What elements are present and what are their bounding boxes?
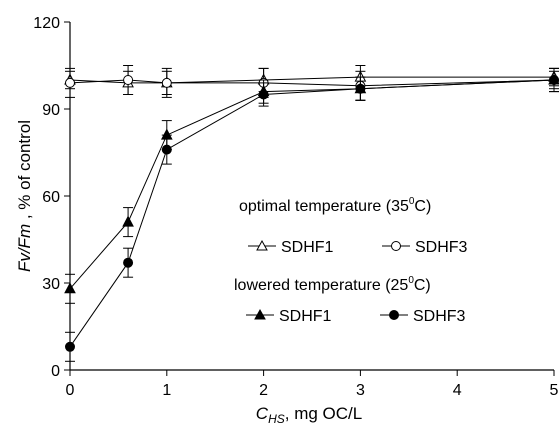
x-tick-label: 4 bbox=[453, 382, 462, 399]
x-tick-label: 3 bbox=[356, 382, 365, 399]
data-point bbox=[161, 77, 172, 88]
y-tick-label: 90 bbox=[42, 102, 60, 119]
x-tick-label: 1 bbox=[162, 382, 171, 399]
legend-marker-lowered-sdhf3 bbox=[389, 310, 399, 320]
legend-group2-title: lowered temperature (250C) bbox=[234, 275, 431, 294]
data-point bbox=[64, 282, 76, 294]
legend-group2-title-text: lowered temperature (25 bbox=[234, 277, 408, 294]
legend-label-lowered-sdhf1: SDHF1 bbox=[279, 308, 332, 325]
data-point bbox=[161, 144, 172, 155]
data-point bbox=[123, 257, 134, 268]
y-axis-label-symbol: Fv/Fm bbox=[15, 224, 34, 272]
data-point bbox=[549, 75, 559, 85]
y-tick-label: 120 bbox=[33, 15, 60, 32]
series-lowered-sdhf3 bbox=[65, 67, 559, 362]
y-tick-label: 30 bbox=[42, 276, 60, 293]
x-tick-label: 0 bbox=[66, 382, 75, 399]
legend: optimal temperature (350C) SDHF1 SDHF3 l… bbox=[234, 196, 468, 325]
legend-label-optimal-sdhf3: SDHF3 bbox=[415, 239, 468, 256]
series-line bbox=[69, 79, 555, 348]
legend-group2-title-sup: 0 bbox=[408, 275, 414, 286]
data-point bbox=[123, 75, 134, 85]
series-line bbox=[69, 79, 555, 290]
y-axis-label-unit: , % of control bbox=[15, 120, 34, 224]
x-axis-label: CHS, mg OC/L bbox=[256, 404, 362, 426]
series-line bbox=[69, 76, 554, 84]
data-point bbox=[258, 89, 269, 100]
legend-group1-title: optimal temperature (350C) bbox=[239, 196, 431, 215]
series-line bbox=[69, 79, 555, 87]
legend-marker-optimal-sdhf1 bbox=[256, 239, 268, 251]
x-axis-label-subscript: HS bbox=[268, 412, 285, 426]
legend-group1-title-text: optimal temperature (35 bbox=[239, 198, 409, 215]
series-lowered-sdhf1 bbox=[64, 70, 559, 304]
data-point bbox=[355, 83, 366, 94]
series-layer bbox=[64, 65, 559, 362]
legend-marker-optimal-sdhf3 bbox=[391, 241, 401, 251]
x-tick-label: 2 bbox=[259, 382, 268, 399]
y-tick-label: 60 bbox=[42, 189, 60, 206]
ticks: 0 30 60 90 120 0 1 2 3 4 5 bbox=[33, 15, 558, 399]
data-point bbox=[65, 77, 75, 88]
legend-label-optimal-sdhf1: SDHF1 bbox=[281, 239, 334, 256]
legend-label-lowered-sdhf3: SDHF3 bbox=[413, 308, 466, 325]
y-axis-label: Fv/Fm , % of control bbox=[15, 120, 34, 272]
x-axis-label-unit: , mg OC/L bbox=[285, 404, 362, 423]
legend-group1-title-tail: C) bbox=[414, 198, 431, 215]
y-tick-label: 0 bbox=[51, 363, 60, 380]
legend-marker-lowered-sdhf1 bbox=[254, 308, 266, 320]
x-tick-label: 5 bbox=[550, 382, 559, 399]
legend-group1-title-sup: 0 bbox=[409, 196, 415, 207]
data-point bbox=[65, 341, 75, 352]
legend-group2-title-tail: C) bbox=[414, 277, 431, 294]
data-point bbox=[122, 215, 134, 227]
x-axis-label-symbol: C bbox=[256, 404, 269, 423]
